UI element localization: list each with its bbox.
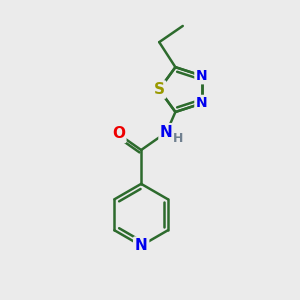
- Text: N: N: [160, 125, 173, 140]
- Text: N: N: [196, 96, 208, 110]
- Text: H: H: [172, 132, 183, 145]
- Text: N: N: [196, 69, 208, 83]
- Text: N: N: [135, 238, 148, 253]
- Text: O: O: [112, 127, 125, 142]
- Text: S: S: [154, 82, 165, 97]
